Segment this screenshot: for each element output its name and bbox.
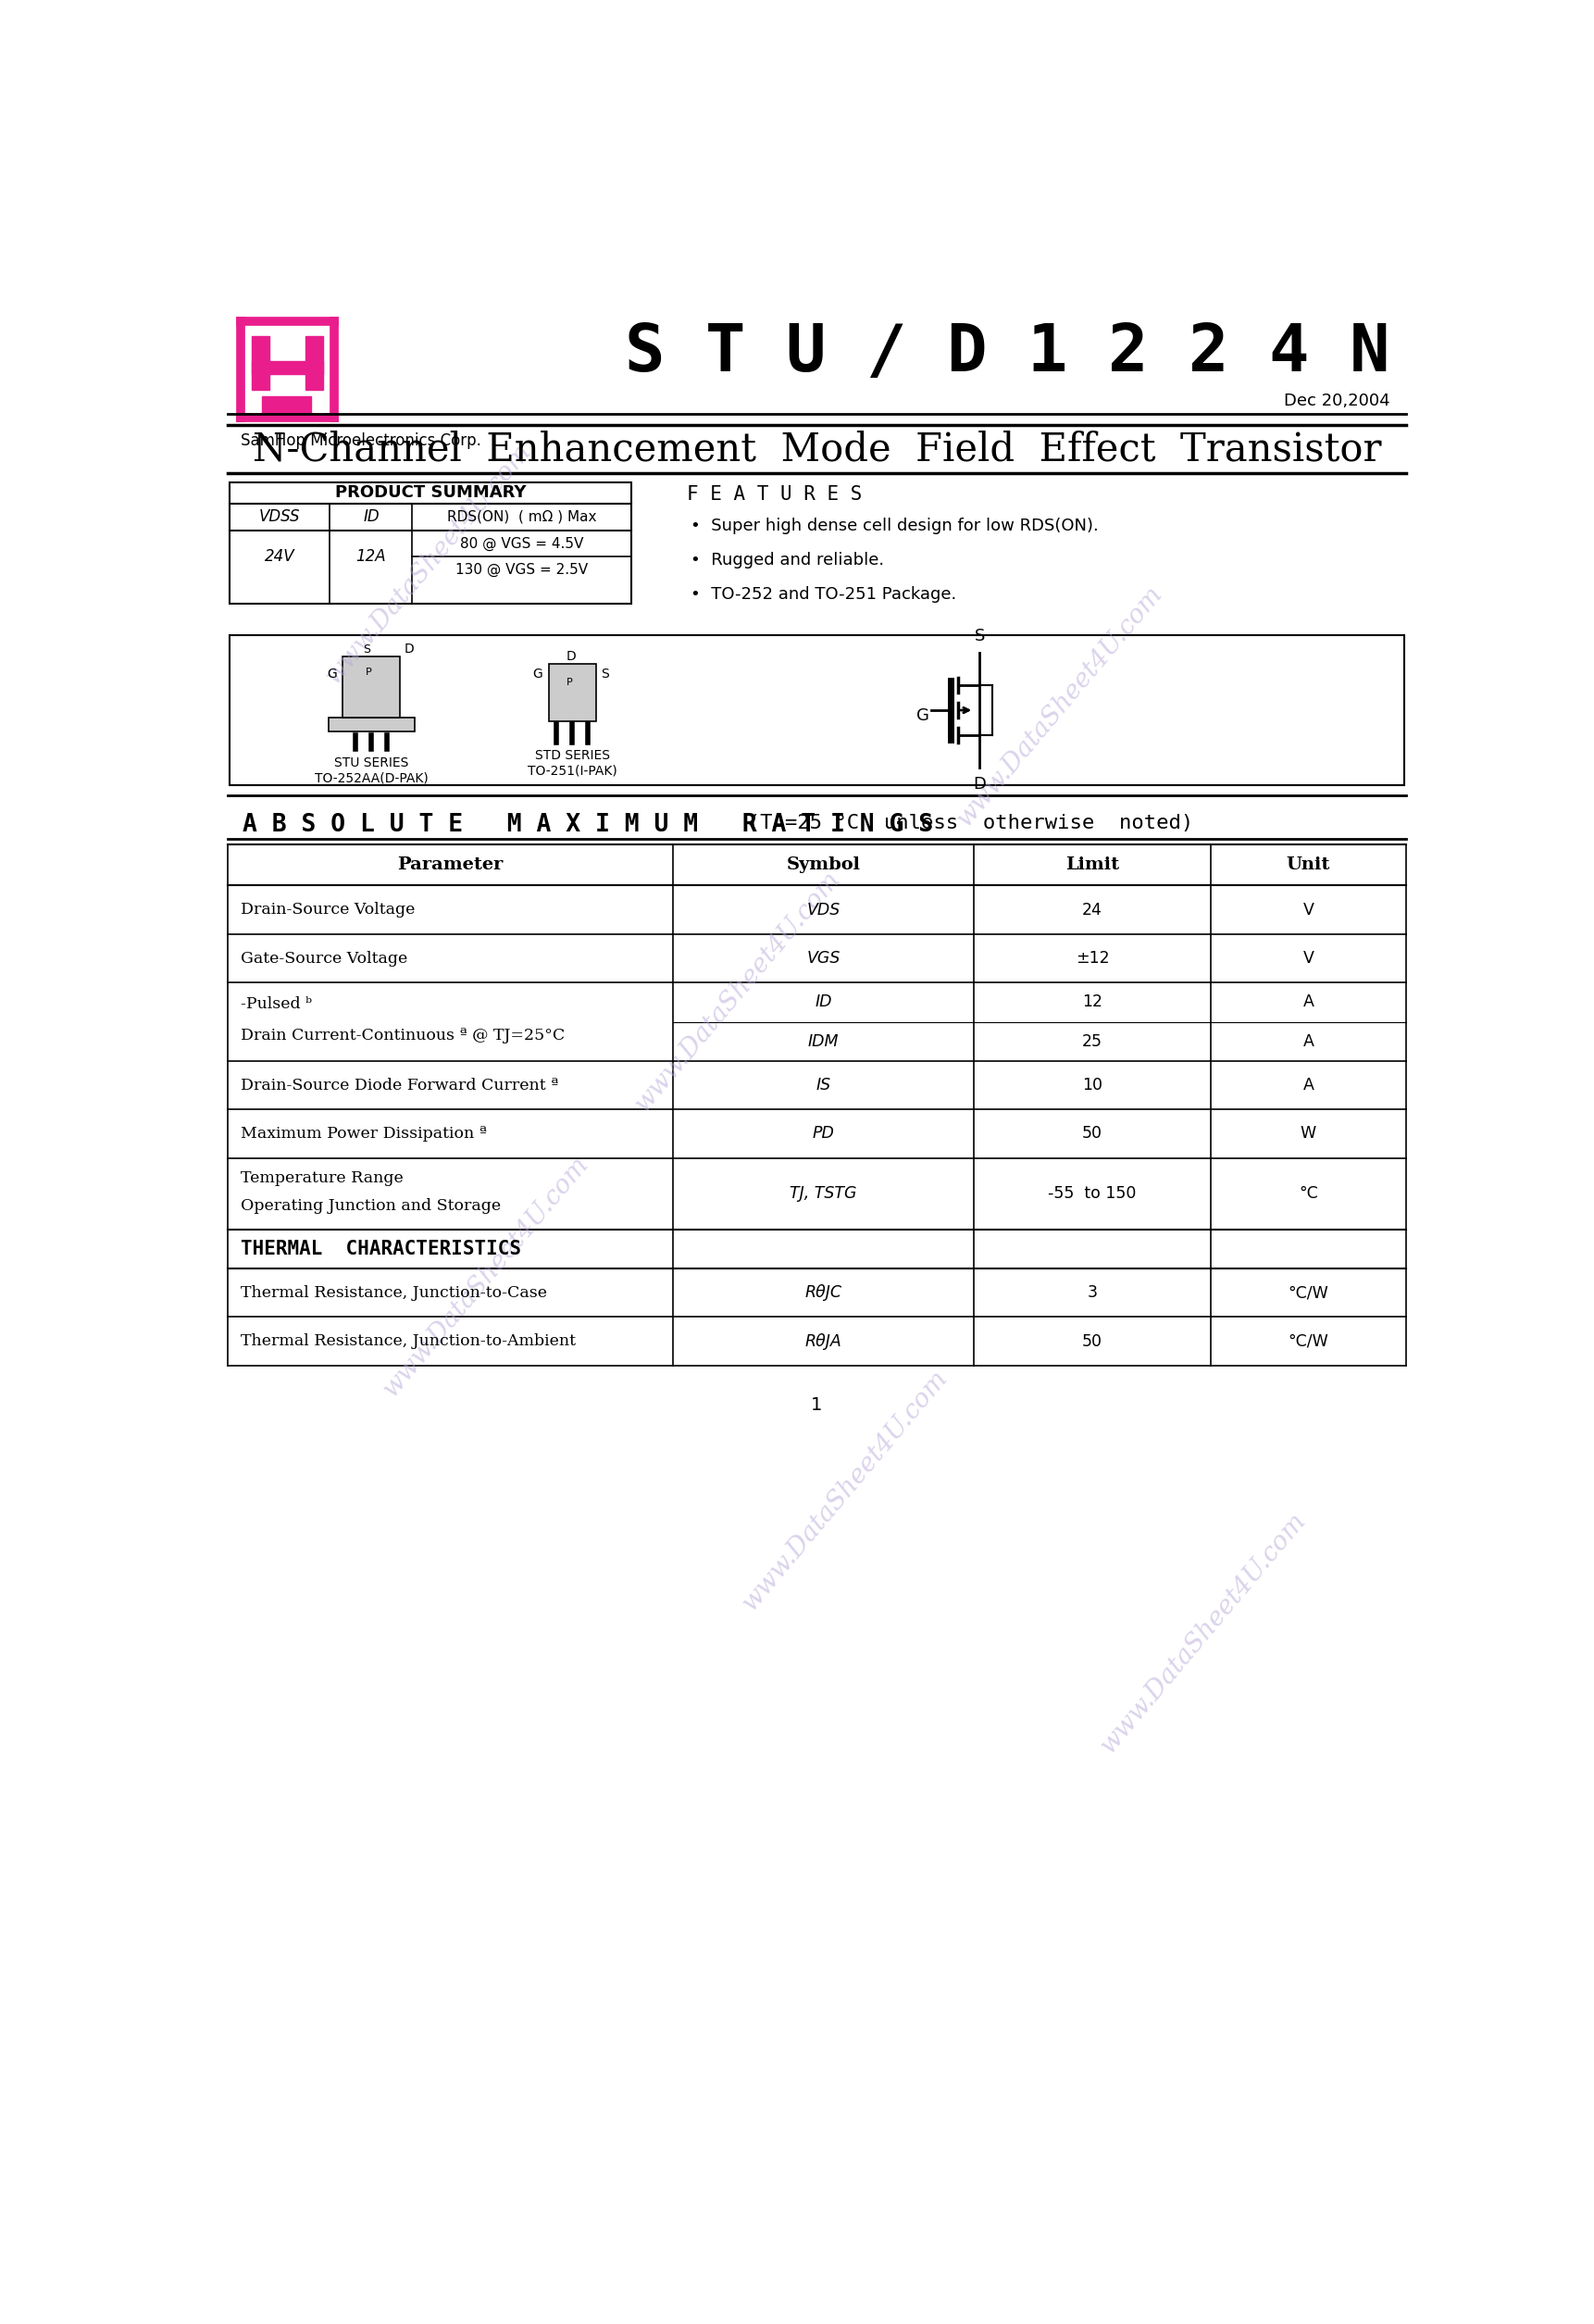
Text: 50: 50 (1082, 1334, 1103, 1350)
Text: ID: ID (815, 995, 832, 1011)
Text: STU SERIES
TO-252AA(D-PAK): STU SERIES TO-252AA(D-PAK) (314, 758, 429, 786)
Text: STD SERIES
TO-251(I-PAK): STD SERIES TO-251(I-PAK) (528, 748, 617, 779)
Text: P: P (566, 679, 572, 688)
Text: S: S (974, 627, 985, 644)
Text: IDM: IDM (808, 1034, 838, 1050)
Text: Thermal Resistance, Junction-to-Ambient: Thermal Resistance, Junction-to-Ambient (241, 1334, 575, 1348)
Bar (252, 337, 269, 390)
Text: A: A (1302, 1034, 1313, 1050)
Text: •  Rugged and reliable.: • Rugged and reliable. (690, 551, 885, 569)
Text: VDS: VDS (807, 902, 840, 918)
Text: Thermal Resistance, Junction-to-Case: Thermal Resistance, Junction-to-Case (241, 1285, 547, 1301)
Text: 10: 10 (1082, 1076, 1103, 1095)
Text: W: W (1301, 1125, 1317, 1141)
Text: V: V (1302, 951, 1313, 967)
Text: Drain Current-Continuous ª @ TJ=25°C: Drain Current-Continuous ª @ TJ=25°C (241, 1027, 566, 1043)
Text: 24V: 24V (265, 548, 295, 565)
Text: G: G (532, 667, 544, 681)
Bar (230, 634, 1404, 786)
Text: •  Super high dense cell design for low RDS(ON).: • Super high dense cell design for low R… (690, 518, 1098, 535)
Text: THERMAL  CHARACTERISTICS: THERMAL CHARACTERISTICS (241, 1239, 521, 1257)
Text: 50: 50 (1082, 1125, 1103, 1141)
Text: 80 @ VGS = 4.5V: 80 @ VGS = 4.5V (461, 537, 583, 551)
Text: D: D (403, 644, 414, 655)
Text: Gate-Source Voltage: Gate-Source Voltage (241, 951, 408, 967)
Text: RθJC: RθJC (805, 1285, 842, 1301)
Text: Drain-Source Voltage: Drain-Source Voltage (241, 902, 414, 918)
Text: Symbol: Symbol (786, 858, 861, 874)
Bar (306, 337, 324, 390)
Text: www.DataSheet4U.com: www.DataSheet4U.com (736, 1367, 953, 1615)
Text: Parameter: Parameter (397, 858, 504, 874)
Text: D: D (566, 651, 577, 662)
Text: S T U / D 1 2 2 4 N: S T U / D 1 2 2 4 N (625, 321, 1390, 386)
Text: S: S (601, 667, 609, 681)
Text: °C/W: °C/W (1288, 1334, 1328, 1350)
Bar (343, 658, 400, 718)
Text: Temperature Range: Temperature Range (241, 1169, 403, 1185)
Text: F E A T U R E S: F E A T U R E S (687, 486, 862, 504)
Text: Limit: Limit (1065, 858, 1119, 874)
Text: A B S O L U T E   M A X I M U M   R A T I N G S: A B S O L U T E M A X I M U M R A T I N … (242, 813, 932, 837)
Text: TJ, TSTG: TJ, TSTG (789, 1185, 858, 1202)
Text: www.DataSheet4U.com: www.DataSheet4U.com (630, 867, 845, 1118)
Text: D: D (974, 776, 987, 792)
Text: PRODUCT SUMMARY: PRODUCT SUMMARY (335, 483, 526, 502)
Text: -Pulsed ᵇ: -Pulsed ᵇ (241, 997, 312, 1013)
Text: www.DataSheet4U.com: www.DataSheet4U.com (952, 581, 1168, 832)
Text: 130 @ VGS = 2.5V: 130 @ VGS = 2.5V (456, 562, 588, 576)
Text: Drain-Source Diode Forward Current ª: Drain-Source Diode Forward Current ª (241, 1078, 558, 1092)
Text: VGS: VGS (807, 951, 840, 967)
Text: N-Channel  Enhancement  Mode  Field  Effect  Transistor: N-Channel Enhancement Mode Field Effect … (252, 430, 1382, 469)
Text: SamHop Microelectronics Corp.: SamHop Microelectronics Corp. (241, 432, 481, 449)
Text: P: P (365, 667, 371, 676)
Text: 24: 24 (1082, 902, 1103, 918)
Text: A: A (1302, 1076, 1313, 1095)
Text: 25: 25 (1082, 1034, 1103, 1050)
Bar (252, 360, 324, 374)
Text: ID: ID (363, 509, 379, 525)
Bar (230, 481, 631, 604)
Text: Maximum Power Dissipation ª: Maximum Power Dissipation ª (241, 1125, 488, 1141)
Bar (328, 718, 414, 732)
Text: Operating Junction and Storage: Operating Junction and Storage (241, 1199, 501, 1213)
Text: ±12: ±12 (1076, 951, 1109, 967)
Text: RDS(ON)  ( mΩ ) Max: RDS(ON) ( mΩ ) Max (446, 509, 596, 523)
Text: 12: 12 (1082, 995, 1103, 1011)
Text: (TA=25 °C  unless  otherwise  noted): (TA=25 °C unless otherwise noted) (724, 813, 1194, 832)
Text: A: A (1302, 995, 1313, 1011)
Text: VDSS: VDSS (258, 509, 300, 525)
Text: 12A: 12A (355, 548, 386, 565)
Text: °C/W: °C/W (1288, 1285, 1328, 1301)
Text: V: V (1302, 902, 1313, 918)
Text: PD: PD (813, 1125, 834, 1141)
Text: G: G (917, 706, 929, 725)
Bar (263, 397, 311, 414)
Text: Unit: Unit (1286, 858, 1331, 874)
Bar (550, 665, 596, 720)
Text: www.DataSheet4U.com: www.DataSheet4U.com (1095, 1508, 1312, 1759)
Text: IS: IS (816, 1076, 830, 1095)
Text: Dec 20,2004: Dec 20,2004 (1285, 393, 1390, 409)
Text: G: G (327, 667, 336, 681)
Text: •  TO-252 and TO-251 Package.: • TO-252 and TO-251 Package. (690, 586, 956, 602)
Text: -55  to 150: -55 to 150 (1049, 1185, 1137, 1202)
Text: RθJA: RθJA (805, 1334, 842, 1350)
Text: 3: 3 (1087, 1285, 1098, 1301)
Text: www.DataSheet4U.com: www.DataSheet4U.com (320, 439, 537, 690)
Text: S: S (363, 644, 370, 655)
Text: °C: °C (1299, 1185, 1318, 1202)
Text: 1: 1 (811, 1397, 823, 1413)
Text: www.DataSheet4U.com: www.DataSheet4U.com (378, 1153, 595, 1401)
